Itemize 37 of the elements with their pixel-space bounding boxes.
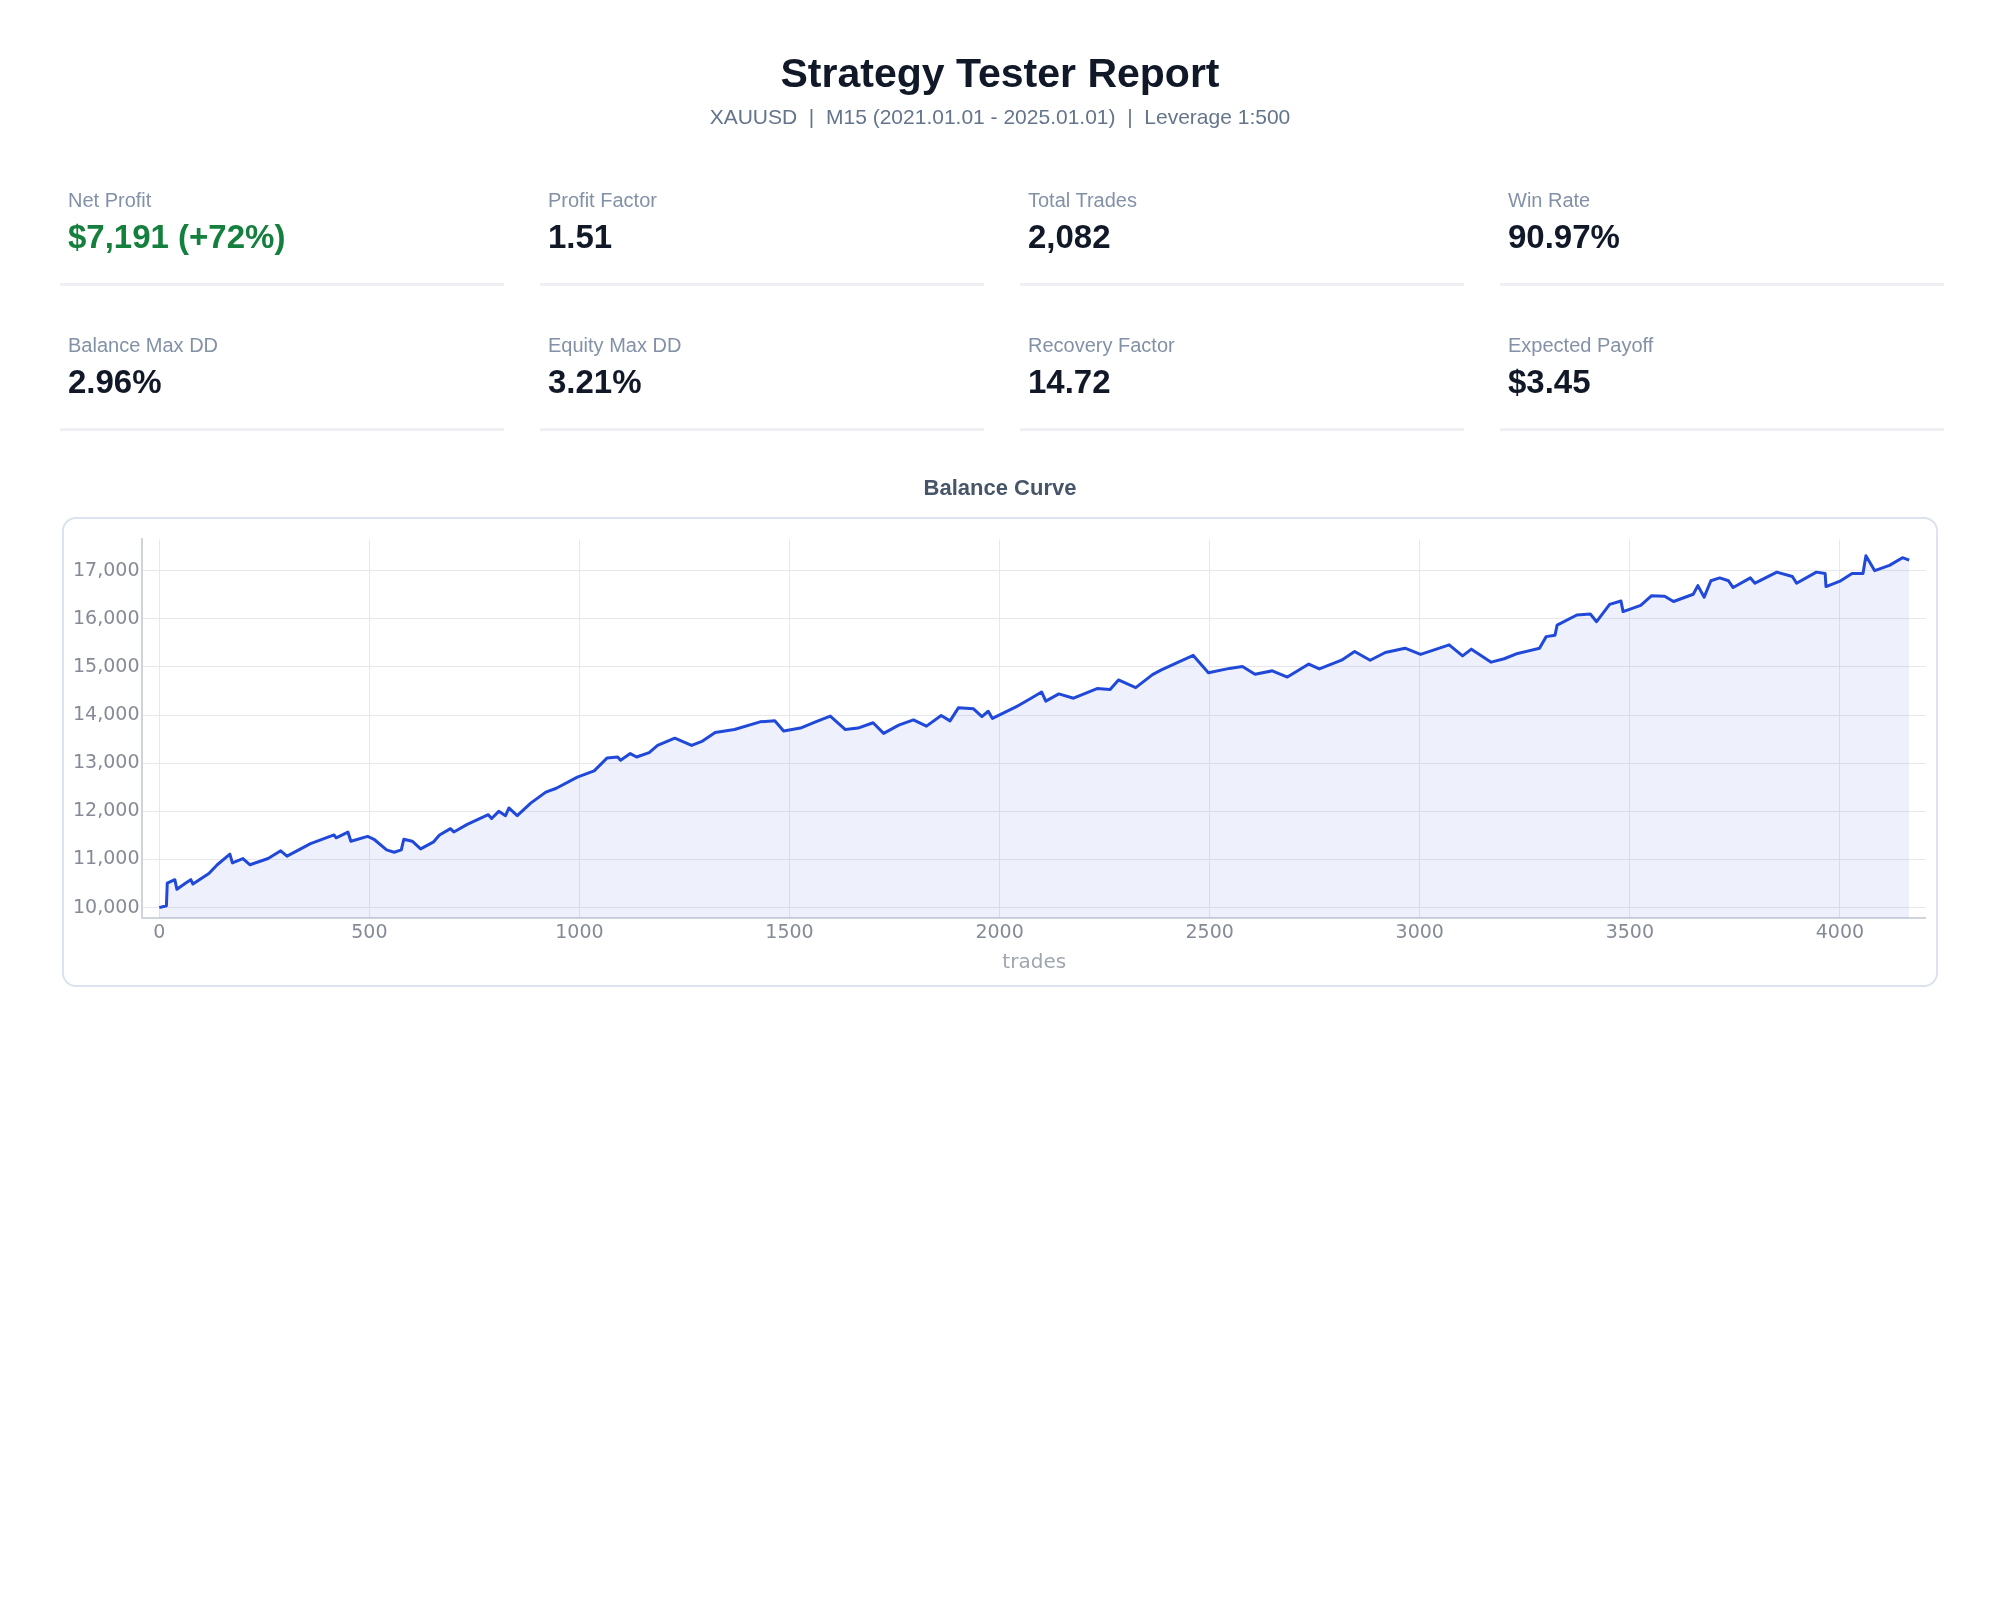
x-tick-label: 4000	[1815, 919, 1865, 942]
text: XAUUSD | M15 (2021.01.01 - 2025.01.01) | Leverage 1:500	[708, 105, 1292, 129]
text: Profit Factor	[548, 189, 658, 212]
y-tick-label: 16,000	[73, 605, 140, 628]
y-tick-label: 13,000	[73, 750, 140, 773]
x-tick-label: 3000	[1395, 919, 1444, 942]
x-tick-label: 1500	[765, 919, 814, 942]
text: 2,082	[1028, 218, 1112, 256]
text: Strategy Tester Report	[779, 50, 1221, 97]
chart-title: Balance Curve	[922, 475, 1078, 501]
text: 2.96%	[68, 363, 163, 401]
text: Total Trades	[1028, 189, 1138, 212]
text: Equity Max DD	[548, 334, 683, 357]
y-tick-label: 10,000	[73, 894, 140, 917]
text: Balance Max DD	[68, 334, 220, 357]
text: 1.51	[548, 218, 614, 256]
x-tick-label: 3500	[1605, 919, 1654, 942]
x-tick-label: 1000	[555, 919, 604, 942]
y-tick-label: 11,000	[73, 846, 140, 869]
text: 90.97%	[1508, 218, 1621, 256]
text: Recovery Factor	[1028, 334, 1176, 357]
text: $3.45	[1508, 363, 1592, 401]
y-tick-label: 14,000	[73, 702, 140, 725]
text: Net Profit	[68, 189, 153, 212]
text: 3.21%	[548, 363, 643, 401]
y-tick-label: 15,000	[73, 653, 140, 676]
text: Expected Payoff	[1508, 334, 1655, 357]
x-tick-label: 2500	[1185, 919, 1234, 942]
text: 14.72	[1028, 363, 1112, 401]
text: Win Rate	[1508, 189, 1592, 212]
x-axis-title: trades	[1002, 949, 1067, 974]
x-tick-label: 500	[351, 919, 388, 942]
y-tick-label: 12,000	[73, 798, 140, 821]
y-tick-label: 17,000	[73, 557, 140, 580]
text: $7,191 (+72%)	[68, 218, 287, 256]
x-tick-label: 0	[153, 919, 166, 942]
x-tick-label: 2000	[975, 919, 1024, 942]
